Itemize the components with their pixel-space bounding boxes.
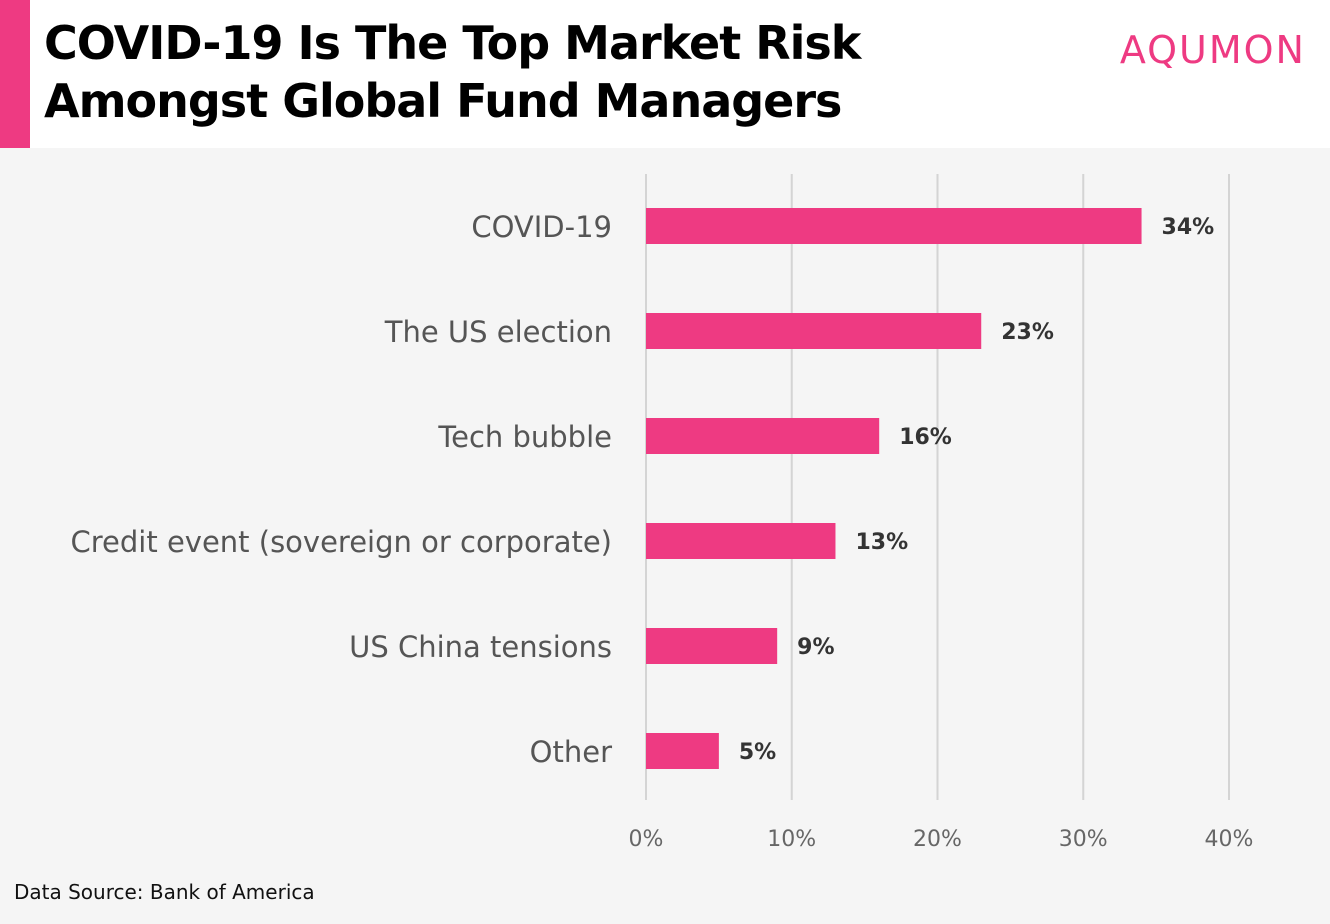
category-label: Other <box>530 735 612 769</box>
bars <box>646 208 1142 769</box>
bar <box>646 523 836 559</box>
data-source: Data Source: Bank of America <box>14 880 315 904</box>
grid-lines <box>645 174 1230 800</box>
bar <box>646 628 778 664</box>
x-tick-label: 0% <box>629 827 664 852</box>
value-label: 34% <box>1162 215 1215 240</box>
bar <box>646 208 1142 244</box>
value-label: 9% <box>797 635 834 660</box>
value-label: 13% <box>855 530 908 555</box>
value-label: 16% <box>899 425 952 450</box>
page-title: COVID-19 Is The Top Market Risk Amongst … <box>44 16 861 128</box>
bar-chart: 0% 10% 20% 30% 40% COVID-19 34% The US election… <box>71 174 1254 852</box>
category-label: The US election <box>384 315 612 349</box>
category-label: Credit event (sovereign or corporate) <box>71 525 612 559</box>
value-label: 5% <box>739 740 776 765</box>
bar <box>646 733 719 769</box>
bar <box>646 418 880 454</box>
category-label: COVID-19 <box>471 210 612 244</box>
bar <box>646 313 982 349</box>
category-label: US China tensions <box>349 630 612 664</box>
value-label: 23% <box>1001 320 1054 345</box>
x-tick-label: 20% <box>913 827 962 852</box>
brand-logo: AQUMON <box>1119 28 1306 72</box>
x-tick-label: 30% <box>1059 827 1108 852</box>
x-tick-label: 40% <box>1205 827 1254 852</box>
category-label: Tech bubble <box>437 420 612 454</box>
labels: 0% 10% 20% 30% 40% COVID-19 34% The US election… <box>71 210 1254 852</box>
title-accent-bar <box>0 0 30 148</box>
header: COVID-19 Is The Top Market Risk Amongst … <box>0 0 1330 148</box>
x-tick-label: 10% <box>767 827 816 852</box>
